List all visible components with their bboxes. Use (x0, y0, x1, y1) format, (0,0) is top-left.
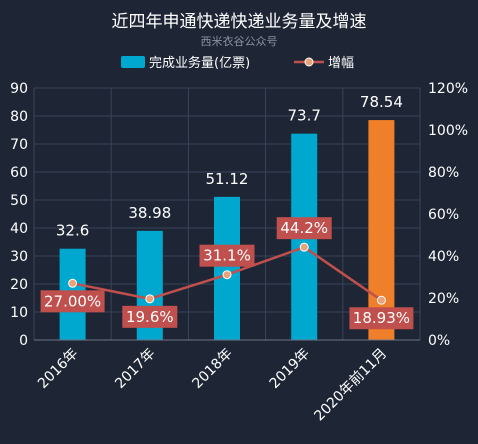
growth-label-box (276, 217, 332, 240)
bar (214, 196, 240, 340)
watermark-text: 西米衣谷公众号 (201, 34, 278, 48)
y-left-tick-label: 60 (10, 165, 28, 181)
y-right-tick-label: 60% (428, 207, 459, 223)
legend-line-label: 增幅 (328, 56, 354, 71)
y-right-tick-label: 40% (428, 249, 459, 265)
data-labels: 32.6 38.98 51.12 73.7 78.54 27.00% 19.6% 31.1% 4… (40, 93, 414, 330)
growth-label: 18.93% (353, 309, 410, 327)
y-left-tick-label: 70 (10, 137, 28, 153)
growth-label: 31.1% (203, 247, 251, 265)
y-left-tick-label: 20 (10, 277, 28, 293)
legend: 完成业务量(亿票) 增幅 (121, 55, 354, 71)
y-left-tick-label: 0 (19, 333, 28, 349)
y-left-tick-label: 30 (10, 249, 28, 265)
growth-point (68, 278, 78, 288)
x-tick-label: 2016年 (35, 346, 81, 392)
y-right-tick-label: 0% (428, 333, 450, 349)
line-series (68, 242, 386, 305)
y-left-tick-label: 90 (10, 81, 28, 97)
growth-point (299, 242, 309, 252)
y-right-tick-label: 20% (428, 291, 459, 307)
y-right-tick-label: 80% (428, 165, 459, 181)
bar-value-label: 32.6 (56, 222, 89, 240)
x-tick-label: 2020年前11月 (311, 345, 391, 425)
growth-label-box (349, 307, 414, 330)
growth-label-box (122, 305, 178, 328)
y-right-tick-label: 100% (428, 123, 468, 139)
bar (368, 120, 395, 340)
legend-bar-swatch (121, 56, 145, 68)
y-left-tick-label: 10 (10, 305, 28, 321)
growth-label: 27.00% (44, 292, 101, 310)
bar-value-label: 51.12 (206, 170, 249, 188)
growth-point (222, 270, 232, 280)
legend-line-marker (304, 57, 314, 67)
growth-point (376, 295, 386, 305)
growth-label-box (199, 244, 255, 267)
bar-series (59, 120, 395, 340)
y-left-tick-label: 50 (10, 193, 28, 209)
growth-label: 44.2% (280, 219, 328, 237)
x-tick-label: 2018年 (189, 346, 235, 392)
bar-value-label: 73.7 (287, 107, 320, 125)
y-left-tick-label: 80 (10, 109, 28, 125)
legend-bar-label: 完成业务量(亿票) (149, 55, 250, 71)
growth-point (145, 294, 155, 304)
x-tick-label: 2017年 (112, 346, 158, 392)
x-tick-label: 2019年 (267, 346, 313, 392)
growth-label-box (40, 290, 105, 313)
growth-label: 19.6% (126, 308, 174, 326)
chart-title: 近四年申通快递快递业务量及增速 (112, 12, 367, 32)
y-left-tick-label: 40 (10, 221, 28, 237)
y-right-tick-label: 120% (428, 81, 468, 97)
bar-value-label: 78.54 (360, 93, 403, 111)
bar-value-label: 38.98 (128, 204, 171, 222)
